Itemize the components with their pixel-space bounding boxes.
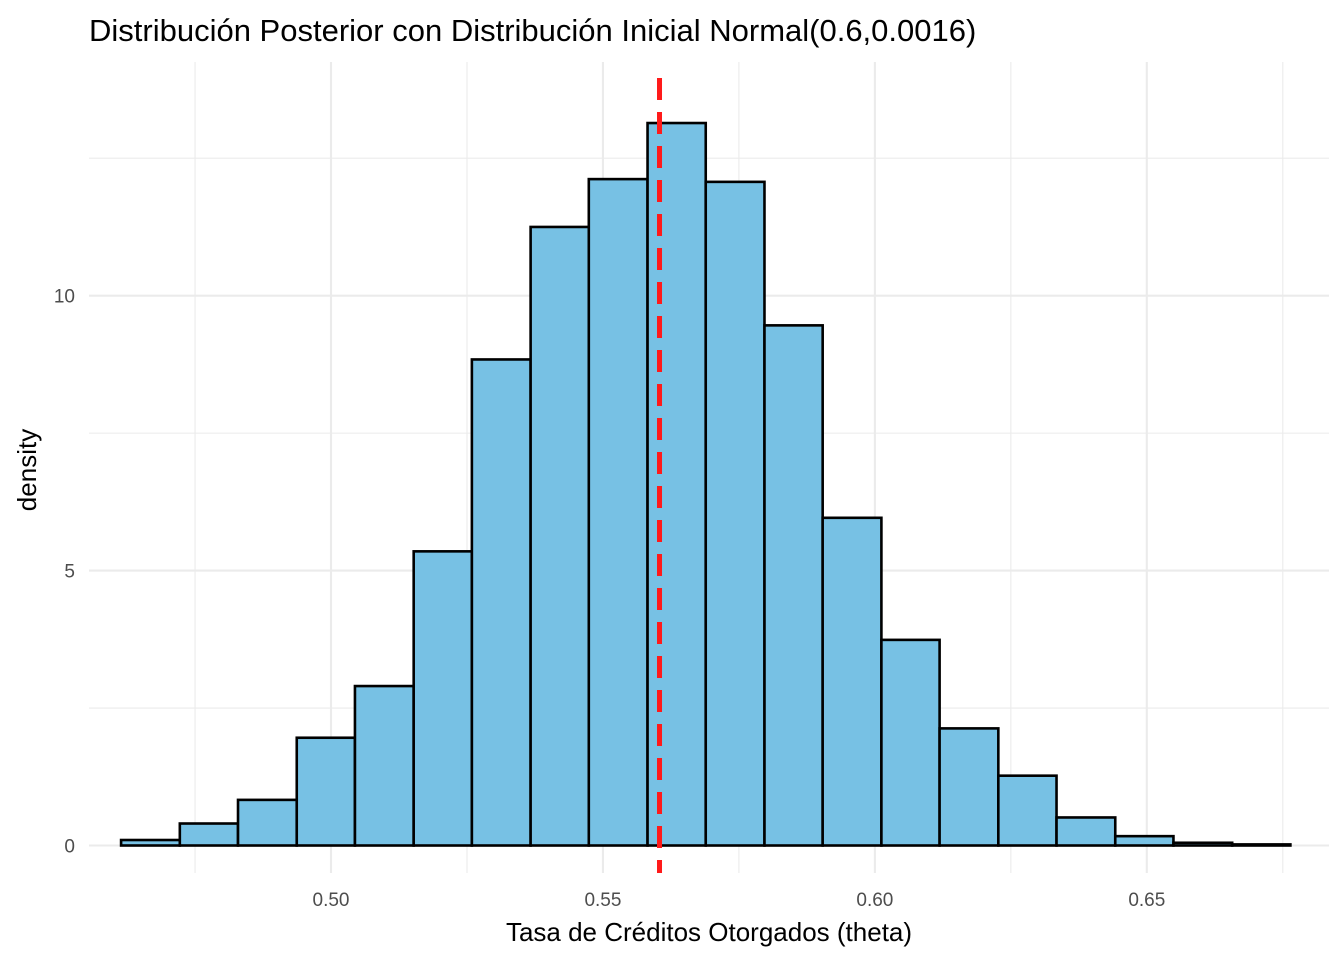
y-axis-title: density (12, 429, 42, 511)
histogram-bar (236, 798, 299, 847)
histogram-bar (295, 736, 357, 847)
chart-title: Distribución Posterior con Distribución … (89, 13, 976, 48)
histogram-bar (880, 638, 941, 847)
histogram-bar (587, 177, 649, 847)
histogram-bar (470, 358, 532, 847)
histogram-bar (821, 516, 883, 847)
histogram-bar (704, 180, 766, 847)
histogram-bar (353, 684, 415, 847)
histogram-bar (412, 550, 474, 847)
histogram-bars (119, 121, 1292, 847)
x-tick-label: 0.50 (313, 890, 350, 911)
histogram-bar (997, 774, 1058, 847)
y-tick-label: 5 (64, 562, 75, 583)
y-axis-ticks: 0 5 10 (54, 287, 75, 858)
histogram-bar (938, 727, 1000, 847)
x-axis-ticks: 0.50 0.55 0.60 0.65 (313, 890, 1166, 911)
histogram-bar (763, 324, 824, 847)
y-tick-label: 10 (54, 287, 75, 308)
histogram-bar (646, 121, 708, 847)
x-tick-label: 0.60 (856, 890, 893, 911)
histogram-bar (178, 822, 240, 847)
x-axis-title: Tasa de Créditos Otorgados (theta) (506, 917, 912, 947)
x-tick-label: 0.55 (584, 890, 621, 911)
histogram-bar (119, 838, 182, 847)
histogram-bar (529, 225, 591, 847)
x-tick-label: 0.65 (1128, 890, 1165, 911)
histogram-bar (1230, 843, 1292, 847)
histogram-bar (1055, 816, 1117, 847)
histogram-bar (1113, 834, 1175, 847)
y-tick-label: 0 (64, 837, 75, 858)
histogram-bar (1172, 841, 1234, 847)
